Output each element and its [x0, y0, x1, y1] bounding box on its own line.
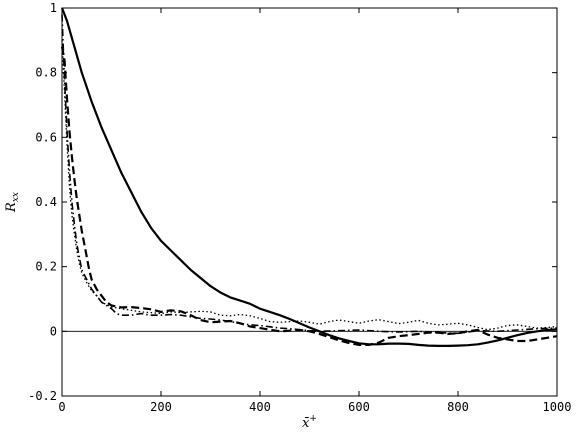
x-tick-label: 400: [249, 400, 271, 414]
tick-layer: 0 200 400 600 800 1000-0.200.20.40.60.81: [28, 1, 571, 414]
x-tick-label: 800: [447, 400, 469, 414]
y-tick-label: -0.2: [28, 389, 57, 403]
series-line-4-dotted: [61, 40, 558, 331]
y-tick-label: 1: [50, 1, 57, 15]
x-tick-label: 200: [150, 400, 172, 414]
y-tick-label: 0: [50, 324, 57, 338]
series-line-1-solid: [60, 7, 558, 347]
series-line-3-dashdot: [61, 14, 558, 335]
x-axis-title: x̄+: [302, 414, 317, 431]
x-tick-label: 600: [348, 400, 370, 414]
y-axis-title: Rxx: [4, 192, 21, 213]
y-tick-label: 0.4: [35, 195, 57, 209]
series-line-2-dashed: [60, 46, 558, 346]
x-tick-label: 0: [58, 400, 65, 414]
y-tick-label: 0.6: [35, 130, 57, 144]
series-layer: [60, 7, 558, 347]
y-tick-label: 0.2: [35, 260, 57, 274]
y-tick-label: 0.8: [35, 66, 57, 80]
x-tick-label: 1000: [543, 400, 572, 414]
